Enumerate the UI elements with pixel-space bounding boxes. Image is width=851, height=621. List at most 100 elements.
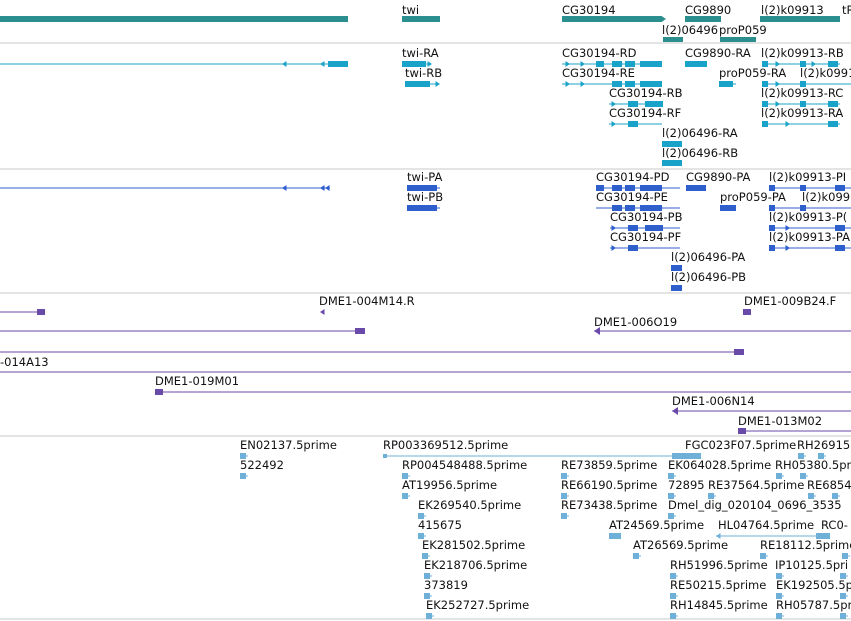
protein-label[interactable]: proP059-PA: [720, 190, 786, 204]
est-feature-block[interactable]: [668, 473, 674, 479]
protein-lk09913-PA-block[interactable]: [769, 245, 775, 251]
clone-label[interactable]: DME1-004M14.R: [319, 294, 415, 308]
est-feature-block[interactable]: [240, 453, 246, 459]
clone-019M01-block[interactable]: [155, 389, 163, 395]
est-label[interactable]: RH14845.5prime: [670, 598, 768, 612]
protein-CG30194-PD-block[interactable]: [596, 185, 604, 191]
est-feature-block[interactable]: [670, 593, 676, 599]
protein-CG30194-PB-block[interactable]: [645, 225, 663, 231]
est-feature-block[interactable]: [668, 493, 674, 499]
est-feature-block[interactable]: [240, 473, 246, 479]
transcript-lk09913-RB-block[interactable]: [828, 61, 838, 67]
gene-label[interactable]: l(2)k09913: [761, 3, 824, 17]
est-feature-block[interactable]: [840, 573, 846, 579]
est-label[interactable]: RH05787.5pri: [776, 598, 851, 612]
est-feature-block[interactable]: [418, 513, 424, 519]
transcript-CG30194-RB-block[interactable]: [645, 101, 663, 107]
gene-lk09913[interactable]: [760, 16, 840, 22]
est-label[interactable]: RH26915: [797, 438, 851, 452]
est-label[interactable]: 72895: [668, 478, 705, 492]
transcript-label[interactable]: l(2)k09913-RA: [761, 106, 844, 120]
transcript-CG30194-RD-block[interactable]: [640, 61, 662, 67]
transcript-CG9890-RA-block[interactable]: [685, 61, 707, 67]
est-feature-block[interactable]: [561, 473, 567, 479]
clone-left-block[interactable]: [37, 309, 45, 315]
gene-label[interactable]: twi: [402, 3, 420, 17]
est-feature-block[interactable]: [776, 593, 782, 599]
protein-label[interactable]: l(2)k099: [802, 190, 851, 204]
est-RP003369512-block[interactable]: [383, 454, 387, 458]
transcript-label[interactable]: l(2)k0991: [800, 66, 851, 80]
protein-lk09913-PI-block[interactable]: [800, 185, 806, 191]
est-label[interactable]: RP003369512.5prime: [383, 438, 509, 452]
est-label[interactable]: RE73859.5prime: [561, 458, 658, 472]
est-label[interactable]: EK252727.5prime: [426, 598, 530, 612]
protein-CG30194-PD-block[interactable]: [625, 185, 635, 191]
est-label[interactable]: IP10125.5pri: [775, 558, 849, 572]
gene-label[interactable]: CG30194: [562, 3, 616, 17]
clone-013M02-block[interactable]: [738, 428, 746, 434]
protein-lk09913-P(-block[interactable]: [835, 225, 845, 231]
protein-CG9890-PA-block[interactable]: [686, 185, 706, 191]
transcript-lk09913-RC-block[interactable]: [800, 101, 806, 107]
est-feature-block[interactable]: [842, 553, 848, 559]
transcript-CG30194-RB-block[interactable]: [628, 101, 638, 107]
est-label[interactable]: EK218706.5prime: [424, 558, 528, 572]
est-feature-block[interactable]: [760, 553, 766, 559]
protein-lk09913-PA-block[interactable]: [835, 245, 845, 251]
transcript-CG30194-RE-block[interactable]: [625, 81, 635, 87]
est-label[interactable]: AT24569.5prime: [609, 518, 705, 532]
est-feature-block[interactable]: [776, 573, 782, 579]
est-label[interactable]: RH51996.5prime: [670, 558, 768, 572]
transcript-label[interactable]: twi-RA: [402, 46, 439, 60]
gene-CG30194[interactable]: [562, 16, 662, 22]
protein-CG30194-PE-block[interactable]: [625, 205, 635, 211]
est-feature-block[interactable]: [776, 473, 782, 479]
est-label[interactable]: 522492: [240, 458, 284, 472]
clone-long-a-block[interactable]: [355, 328, 365, 334]
transcript-label[interactable]: CG30194-RE: [562, 66, 635, 80]
est-feature-block[interactable]: [668, 513, 674, 519]
transcript-label[interactable]: CG30194-RF: [609, 106, 682, 120]
transcript-label[interactable]: l(2)k09913-RC: [761, 86, 844, 100]
protein-lk09913-PI-block[interactable]: [769, 185, 775, 191]
est-feature-block[interactable]: [402, 493, 408, 499]
protein-l06496-PA-block[interactable]: [671, 265, 682, 271]
gene-twi[interactable]: [402, 16, 440, 22]
transcript-lk09913-RB-block[interactable]: [762, 61, 768, 67]
protein-twi-PB-block[interactable]: [407, 205, 437, 211]
protein-lk09913-P(-block[interactable]: [769, 225, 775, 231]
est-feature-block[interactable]: [424, 573, 430, 579]
protein-label[interactable]: l(2)k09913-PA: [769, 230, 850, 244]
protein-label[interactable]: CG30194-PE: [596, 190, 668, 204]
est-label[interactable]: RE50215.5prime: [670, 578, 767, 592]
transcript-lk09913-RB-block[interactable]: [800, 61, 806, 67]
clone-014A13-block[interactable]: [734, 349, 744, 355]
est-feature-block[interactable]: [426, 613, 432, 619]
transcript-l06496-RA-block[interactable]: [662, 141, 682, 147]
transcript-lk09913-RC-block[interactable]: [828, 101, 838, 107]
protein-lk09913-PI-block[interactable]: [835, 185, 845, 191]
transcript-label[interactable]: l(2)06496-RB: [662, 146, 739, 160]
est-feature-block[interactable]: [818, 453, 824, 459]
gene-l06496[interactable]: [663, 37, 683, 42]
transcript-label[interactable]: l(2)k09913-RB: [761, 46, 844, 60]
est-feature-block[interactable]: [402, 473, 408, 479]
clone-label[interactable]: DME1-006N14: [672, 394, 755, 408]
est-feature-block[interactable]: [832, 493, 838, 499]
est-feature-block[interactable]: [418, 533, 424, 539]
est-feature-block[interactable]: [840, 593, 846, 599]
transcript-CG30194-RE-block[interactable]: [640, 81, 662, 87]
transcript-label[interactable]: CG30194-RD: [562, 46, 637, 60]
protein-l06496-PB-block[interactable]: [671, 285, 682, 291]
protein-label[interactable]: l(2)k09913-PI: [769, 170, 847, 184]
est-feature-block[interactable]: [633, 553, 639, 559]
est-label[interactable]: EK281502.5prime: [422, 538, 526, 552]
transcript-CG30194-RF-block[interactable]: [628, 121, 638, 127]
protein-proP059-PA-block[interactable]: [720, 205, 736, 211]
transcript-l06496-RB-block[interactable]: [662, 160, 682, 166]
est-feature-block[interactable]: [422, 553, 428, 559]
gene-label[interactable]: tR: [842, 3, 851, 17]
protein-lk099-block[interactable]: [800, 205, 806, 211]
clone-009B24-block[interactable]: [743, 309, 751, 315]
